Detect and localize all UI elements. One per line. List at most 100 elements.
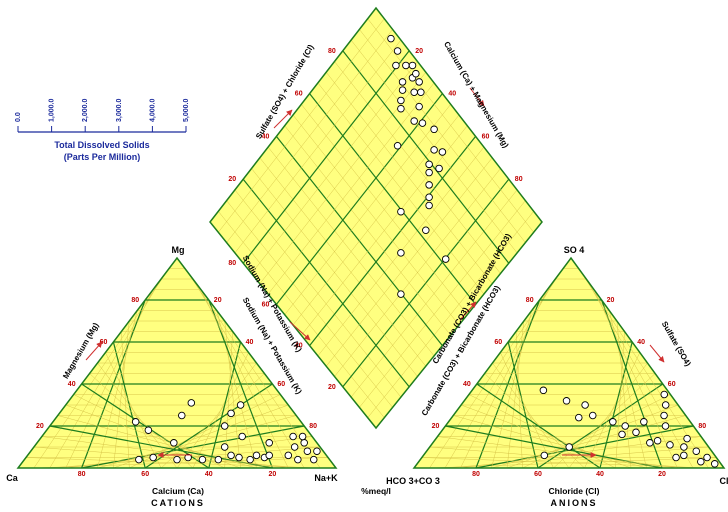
- anion-data-point: [672, 453, 680, 462]
- cation-minor-gridline: [25, 457, 321, 469]
- anion-minor-gridline: [584, 352, 641, 469]
- cation-data-point: [252, 451, 261, 460]
- anion-axis-arrow: [649, 344, 665, 363]
- diamond-data-point: [425, 160, 433, 169]
- anion-data-point: [589, 411, 597, 420]
- cation-tick-right: 20: [214, 297, 222, 304]
- diamond-minor-gridline: [292, 114, 460, 326]
- diamond-data-point: [430, 146, 438, 154]
- diamond-data-point: [418, 119, 427, 127]
- anion-tick-right: 60: [668, 381, 676, 388]
- anion-data-point: [565, 443, 573, 451]
- cation-apex-ca: Ca: [6, 473, 18, 483]
- anion-data-point: [660, 411, 668, 420]
- cation-tick-right: 60: [277, 381, 285, 388]
- cation-minor-gridline: [33, 446, 305, 469]
- anion-data-point: [539, 386, 548, 395]
- cation-title: CATIONS: [151, 498, 205, 508]
- diamond-minor-gridline: [301, 104, 468, 315]
- anion-triangle: 20 20 20 40 40 40 60 60 60 80 80 80: [412, 256, 726, 478]
- diamond-data-point: [430, 125, 438, 134]
- cation-data-point: [265, 451, 273, 460]
- cation-data-point: [173, 455, 181, 464]
- cation-data-point: [300, 439, 308, 447]
- diamond-tick-upper-right: 20: [415, 48, 423, 55]
- cation-data-point: [238, 432, 246, 441]
- cation-data-point: [236, 401, 245, 409]
- diamond-data-point: [422, 226, 430, 234]
- cation-data-point: [303, 447, 312, 455]
- cation-minor-gridline: [89, 373, 194, 469]
- anion-tick-bottom: 40: [596, 471, 604, 478]
- diamond-tick-upper-left: 60: [295, 91, 303, 98]
- cation-data-point: [170, 439, 178, 447]
- diamond-minor-gridline: [218, 18, 385, 233]
- diamond-data-point: [441, 255, 450, 263]
- anion-outline: [412, 256, 726, 469]
- diamond-data-point: [435, 164, 443, 173]
- diamond-data-point: [425, 181, 433, 189]
- cation-data-point: [220, 422, 229, 430]
- cation-data-point: [284, 451, 293, 460]
- anion-axis-right: Sulfate (SO4): [660, 320, 693, 368]
- anion-minor-gridline: [461, 404, 632, 469]
- cation-apex-nak: Na+K: [314, 473, 338, 483]
- cation-data-point: [184, 453, 192, 462]
- diamond-tick-upper-left: 20: [228, 176, 236, 183]
- diamond-minor-gridline: [317, 82, 485, 295]
- diamond-tick-upper-left: 80: [328, 48, 336, 55]
- anion-data-point: [540, 451, 549, 460]
- cation-axis-arrow: [85, 341, 103, 361]
- anion-tick-bottom: 60: [534, 471, 542, 478]
- anion-tick-left: 80: [526, 297, 534, 304]
- cation-data-point: [265, 439, 273, 447]
- diamond-data-point: [438, 148, 447, 156]
- cation-minor-gridline: [216, 310, 257, 469]
- diamond-tick-upper-left: 40: [262, 133, 270, 140]
- tds-scale: 0.0 1,000.0 2,000.0 3,000.0 4,000.0 5,000.0 T…: [15, 99, 190, 162]
- anion-minor-gridline: [609, 310, 647, 469]
- cation-triangle: 20 20 20 40 40 40 60 60 60 80 80 80: [16, 256, 338, 478]
- cation-tick-bottom: 40: [205, 471, 213, 478]
- anion-minor-gridline: [615, 331, 625, 469]
- cation-data-point: [144, 426, 153, 434]
- anion-minor-gridline: [586, 278, 694, 469]
- diamond-data-point: [425, 168, 433, 177]
- diamond-axis-arrow: [289, 321, 311, 341]
- anion-minor-gridline: [593, 289, 678, 469]
- diamond-data-point: [397, 207, 405, 216]
- cation-major-gridline: [208, 341, 242, 469]
- anion-data-point: [618, 430, 626, 439]
- diamond-minor-gridline: [234, 39, 402, 254]
- diamond-minor-gridline: [359, 29, 526, 243]
- diamond-minor-gridline: [326, 72, 493, 284]
- diamond-data-point: [408, 61, 417, 70]
- diamond-axis-arrow: [469, 87, 485, 107]
- anion-axis-bottom: Chloride (Cl): [549, 486, 600, 496]
- cation-data-point: [290, 443, 299, 451]
- anion-major-gridline: [476, 383, 601, 469]
- tds-ticks: 0.0 1,000.0 2,000.0 3,000.0 4,000.0 5,000.0: [15, 99, 190, 132]
- cation-data-point: [214, 455, 223, 464]
- cation-tick-right: 40: [246, 339, 254, 346]
- diamond-tick-upper-right: 80: [515, 176, 523, 183]
- anion-data-point: [562, 397, 571, 405]
- diamond-minor-gridline: [251, 61, 418, 274]
- anion-data-point: [640, 418, 648, 426]
- anion-minor-gridline: [429, 446, 694, 469]
- diamond-major-gridline: [275, 93, 443, 305]
- diamond-axis-arrow: [273, 109, 293, 129]
- cation-tick-bottom: 60: [141, 471, 149, 478]
- diamond-minor-gridline: [267, 82, 435, 295]
- anion-data-point: [609, 418, 617, 426]
- cation-tick-bottom: 80: [78, 471, 86, 478]
- cation-data-point: [309, 455, 318, 464]
- diamond-data-point: [387, 34, 395, 43]
- cation-minor-gridline: [65, 404, 241, 469]
- anion-apex-cl: Cl: [720, 476, 728, 486]
- cation-data-point: [187, 399, 196, 407]
- cation-data-point: [313, 447, 321, 455]
- diamond-tick-lower-left: 40: [295, 343, 303, 350]
- tds-tick-label: 0.0: [15, 112, 22, 122]
- diamond-tick-lower-left: 60: [262, 301, 270, 308]
